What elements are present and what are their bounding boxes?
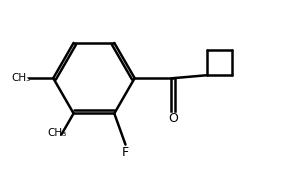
Text: F: F — [122, 146, 129, 159]
Text: O: O — [168, 112, 178, 125]
Text: CH₃: CH₃ — [47, 128, 67, 138]
Text: CH₃: CH₃ — [12, 73, 31, 83]
